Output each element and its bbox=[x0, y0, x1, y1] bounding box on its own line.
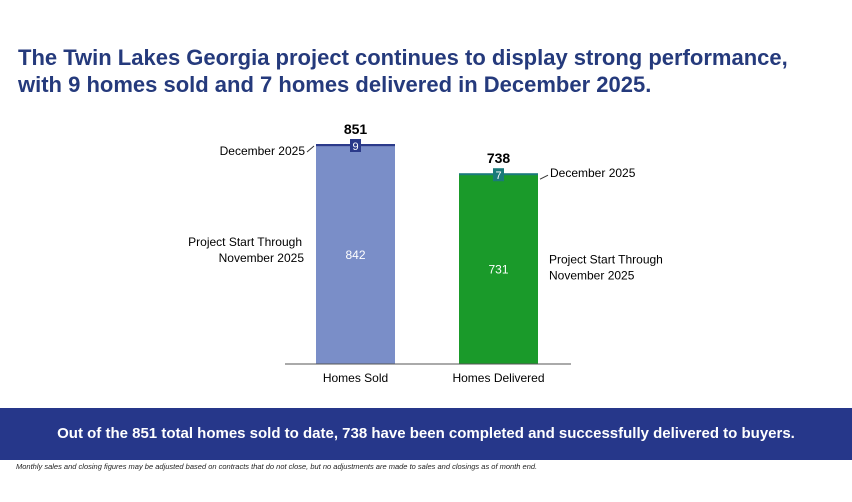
homes-delivered-month-value: 7 bbox=[495, 170, 501, 182]
footnote: Monthly sales and closing figures may be… bbox=[16, 462, 538, 471]
homes-sold-month-annotation: December 2025 bbox=[220, 144, 306, 158]
homes-sold-month-value: 9 bbox=[352, 141, 358, 153]
homes-delivered-base-annotation-line-1: Project Start Through bbox=[549, 253, 663, 267]
homes-delivered-total-label: 738 bbox=[487, 150, 511, 166]
stacked-bar-chart: 842 9 851 Homes Sold 731 7 738 Homes Delivered D… bbox=[188, 121, 663, 385]
homes-delivered-category-label: Homes Delivered bbox=[452, 371, 544, 385]
homes-sold-category-label: Homes Sold bbox=[323, 371, 388, 385]
homes-delivered-month-value-box bbox=[493, 168, 504, 182]
headline-line-2: with 9 homes sold and 7 homes delivered … bbox=[18, 72, 652, 97]
homes-delivered-month-leader bbox=[539, 174, 549, 180]
homes-sold-base-annotation-line-2: November 2025 bbox=[219, 251, 305, 265]
homes-sold-month-leader bbox=[306, 145, 315, 153]
homes-sold-base-value: 842 bbox=[345, 248, 365, 262]
homes-sold-total-label: 851 bbox=[344, 121, 368, 137]
homes-delivered-base-annotation-line-2: November 2025 bbox=[549, 269, 635, 283]
homes-sold-base-bar bbox=[316, 146, 395, 364]
homes-sold-base-annotation-line-1: Project Start Through bbox=[188, 235, 302, 249]
headline-line-1: The Twin Lakes Georgia project continues… bbox=[18, 45, 788, 70]
headline: The Twin Lakes Georgia project continues… bbox=[18, 44, 838, 98]
homes-delivered-base-value: 731 bbox=[488, 263, 508, 277]
homes-sold-month-value-box bbox=[350, 139, 361, 152]
summary-banner: Out of the 851 total homes sold to date,… bbox=[0, 408, 852, 460]
summary-banner-text: Out of the 851 total homes sold to date,… bbox=[57, 425, 795, 442]
homes-delivered-month-annotation: December 2025 bbox=[550, 166, 636, 180]
homes-delivered-base-bar bbox=[459, 175, 538, 364]
